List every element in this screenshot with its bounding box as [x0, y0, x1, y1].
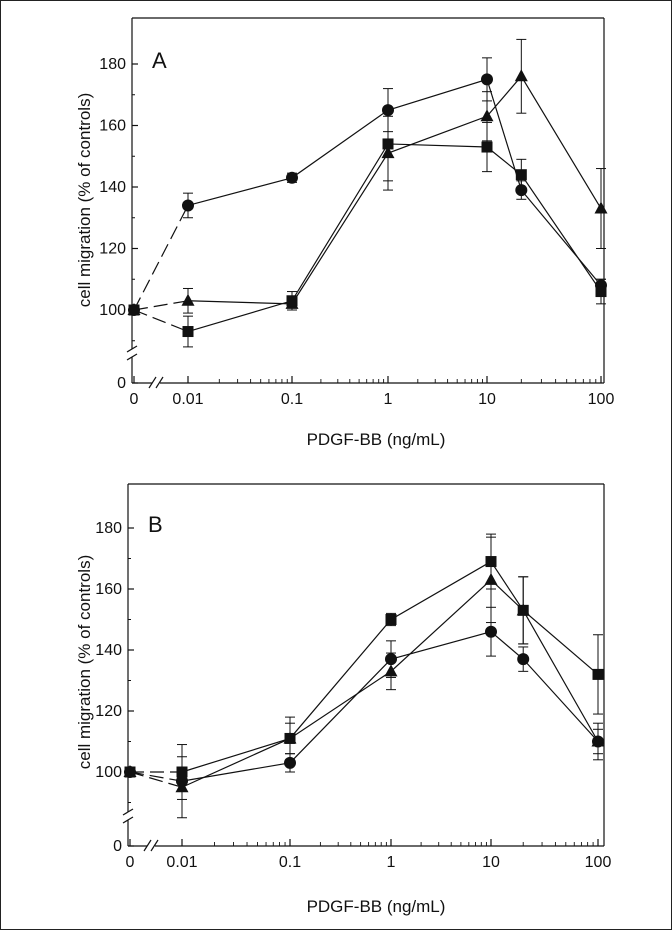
panel-a-x-break-mark-1	[148, 376, 157, 389]
panel-a-y-axis-title: cell migration (% of controls)	[75, 93, 94, 307]
panel-b-label: B	[148, 512, 163, 537]
panel-b-point-square-1	[385, 614, 397, 625]
panel-b-point-square-0	[124, 766, 136, 778]
panel-b-y-tick-label-160: 160	[95, 581, 122, 598]
panel-a-point-circle-0.1	[286, 171, 298, 184]
panel-b-x-tick-label-0.1: 0.1	[279, 854, 301, 871]
panel-a-y-break-mark-1	[126, 345, 138, 353]
panel-b-series-square	[124, 533, 604, 800]
panel-b-y-tick-label-0: 0	[113, 838, 122, 855]
panel-b-series-triangle-line	[181, 579, 599, 788]
panel-b-series-circle-line	[181, 631, 599, 782]
panel-b-x-tick-label-1: 1	[387, 854, 396, 871]
panel-b-plot: 0 100 120 140 160 180 0 0.01 0.1 1 10 100	[95, 483, 612, 871]
panel-b-point-square-0.1	[284, 732, 296, 744]
panel-a-point-circle-0.01	[182, 199, 194, 212]
panel-a-y-tick-label-120: 120	[99, 241, 126, 258]
panel-b-x-break-mark-1	[143, 839, 152, 852]
panel-a-x-tick-label-10: 10	[478, 391, 496, 408]
panel-a-point-square-100	[595, 286, 607, 298]
panel-a-x-break-mark-2	[155, 376, 164, 389]
panel-a-series-square-dashed-segment	[133, 309, 189, 333]
panel-b-x-break-mark-2	[150, 839, 159, 852]
panel-b-y-tick-label-140: 140	[95, 642, 122, 659]
panel-a-y-tick-label-140: 140	[99, 179, 126, 196]
panel-a-point-triangle-20	[514, 69, 528, 82]
panel-a-point-square-10	[481, 141, 493, 153]
panel-b-point-square-0.01	[176, 766, 188, 778]
panel-a-x-tick-label-0.1: 0.1	[281, 391, 303, 408]
panel-b-y-break-mark-2	[122, 816, 134, 824]
panel-a-point-triangle-0.01	[181, 293, 195, 306]
panel-b-point-square-20	[517, 604, 529, 616]
panel-a-x-tick-label-100: 100	[588, 391, 615, 408]
panel-a-point-square-0.01	[182, 326, 194, 338]
panel-a-point-square-0	[128, 304, 140, 316]
panel-b-x-axis-title: PDGF-BB (ng/mL)	[307, 897, 446, 916]
panel-b-point-triangle-1	[384, 664, 398, 677]
panel-a-label: A	[152, 48, 167, 73]
panel-b-series-circle-dashed-segment	[129, 771, 183, 782]
panel-a-point-square-20	[515, 169, 527, 181]
panel-b-series-circle	[124, 606, 604, 791]
panel-b-x-tick-label-0: 0	[126, 854, 135, 871]
panel-b-point-circle-10	[485, 625, 497, 638]
panel-a-x-tick-label-0: 0	[130, 391, 139, 408]
panel-a-series-circle-dashed-segment	[133, 205, 189, 311]
panel-a-point-square-0.1	[286, 295, 298, 307]
panel-b-y-tick-label-120: 120	[95, 703, 122, 720]
panel-b-point-square-10	[485, 556, 497, 568]
panel-b-point-circle-20	[517, 653, 530, 666]
panel-a-y-tick-label-160: 160	[99, 118, 126, 135]
panel-a-x-tick-label-0.01: 0.01	[172, 391, 203, 408]
panel-b-x-tick-label-0.01: 0.01	[166, 854, 197, 871]
panel-a-y-break-mark-2	[126, 353, 138, 361]
panel-b-series-triangle-dashed-segment	[129, 771, 183, 788]
panel-a-x-tick-label-1: 1	[384, 391, 393, 408]
panel-a-series-circle-line	[187, 78, 602, 286]
panel-a-point-circle-10	[481, 73, 493, 86]
panel-b-y-axis-title: cell migration (% of controls)	[75, 555, 94, 769]
panel-b-point-triangle-100	[591, 734, 605, 747]
panel-a-point-square-1	[382, 138, 394, 150]
panel-a-y-tick-label-0: 0	[117, 375, 126, 392]
panel-a-series-triangle-line	[187, 75, 602, 305]
panel-a-point-triangle-10	[480, 109, 494, 122]
panel-b-point-square-100	[592, 668, 604, 680]
panel-b-x-tick-label-10: 10	[482, 854, 500, 871]
panel-a-series-square	[128, 106, 607, 348]
panel-a: A cell migration (% of controls) PDGF-BB…	[75, 17, 615, 449]
panel-b: B cell migration (% of controls) PDGF-BB…	[75, 483, 612, 916]
panel-b-series-triangle	[123, 536, 605, 819]
panel-a-plot: 0 100 120 140 160 180 0 0.01 0.1 1 10 100	[99, 17, 615, 408]
panel-a-series-square-line	[187, 143, 602, 333]
panel-b-x-tick-label-100: 100	[585, 854, 612, 871]
panel-b-series-square-line	[181, 560, 599, 773]
panel-a-series-triangle-dashed-segment	[133, 300, 189, 311]
panel-a-y-tick-label-180: 180	[99, 56, 126, 73]
panel-b-y-tick-label-100: 100	[95, 764, 122, 781]
panel-b-y-break-mark-1	[122, 808, 134, 816]
panel-b-y-tick-label-180: 180	[95, 520, 122, 537]
panel-a-x-axis-title: PDGF-BB (ng/mL)	[307, 430, 446, 449]
panel-a-y-tick-label-100: 100	[99, 302, 126, 319]
panel-a-series-circle	[128, 57, 607, 316]
panel-a-point-triangle-100	[594, 201, 608, 214]
